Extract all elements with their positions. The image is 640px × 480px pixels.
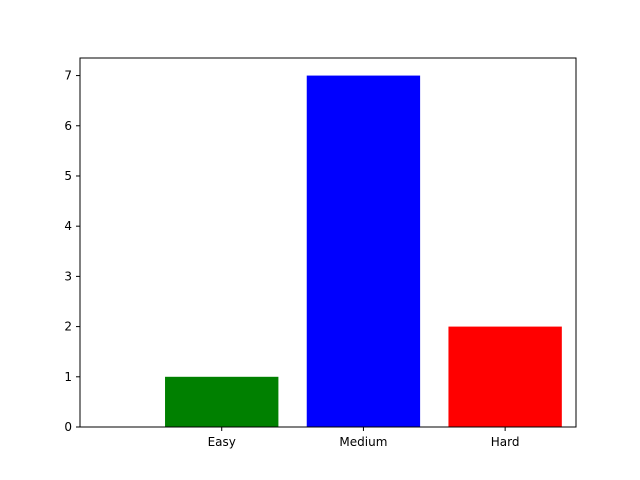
x-tick-label: Hard xyxy=(491,435,520,449)
x-tick-label: Medium xyxy=(339,435,387,449)
y-tick-label: 3 xyxy=(64,269,72,283)
y-tick-label: 5 xyxy=(64,169,72,183)
y-tick-label: 0 xyxy=(64,420,72,434)
bar-medium xyxy=(306,75,421,428)
plot-frame xyxy=(79,57,577,428)
bar-hard xyxy=(448,326,562,427)
bar-easy xyxy=(165,376,279,427)
y-tick-label: 6 xyxy=(64,119,72,133)
y-tick-label: 4 xyxy=(64,219,72,233)
y-tick-label: 7 xyxy=(64,69,72,83)
y-tick-label: 2 xyxy=(64,320,72,334)
y-axis: 0 1 2 3 4 5 6 7 xyxy=(64,69,80,434)
y-tick-label: 1 xyxy=(64,370,72,384)
x-axis: Easy Medium Hard xyxy=(208,427,520,449)
x-tick-label: Easy xyxy=(208,435,236,449)
bars-group xyxy=(165,75,562,428)
